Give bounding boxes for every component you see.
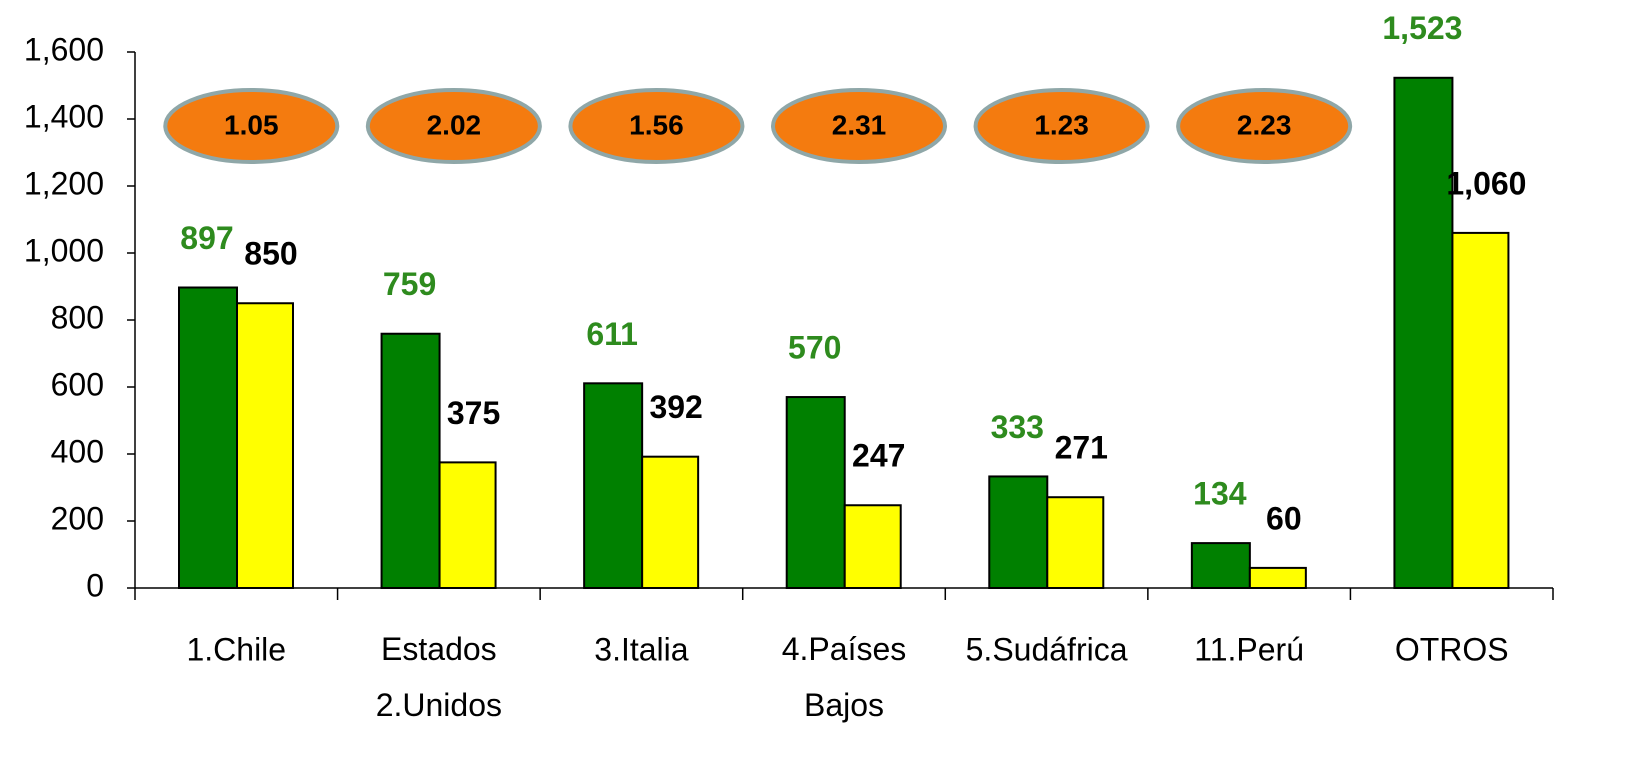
bar	[988, 475, 1049, 590]
bar	[236, 302, 294, 589]
value-label: 134	[1193, 476, 1247, 512]
bar	[843, 504, 902, 590]
value-label: 333	[991, 409, 1044, 445]
bar	[438, 461, 497, 589]
x-tick-label: Estados 2.Unidos	[376, 631, 502, 723]
value-label: 897	[180, 220, 233, 256]
y-tick-label: 1,400	[24, 98, 104, 134]
y-tick-label: 1,000	[24, 232, 104, 268]
bar	[1046, 496, 1105, 589]
y-tick-label: 200	[51, 500, 104, 536]
bar	[1248, 566, 1307, 590]
ratio-label: 2.23	[1237, 109, 1292, 140]
bar	[380, 332, 441, 589]
y-tick-label: 600	[51, 366, 104, 402]
value-label: 611	[586, 316, 638, 352]
bar	[178, 286, 238, 589]
x-tick-label: 3.Italia	[594, 631, 688, 667]
bar	[641, 455, 700, 589]
value-label: 1,060	[1446, 165, 1526, 201]
x-tick-label: 1.Chile	[186, 631, 286, 667]
x-tick-label: 4.Países Bajos	[782, 631, 907, 723]
ratio-badge	[771, 88, 947, 164]
ratio-badge	[973, 88, 1150, 164]
x-tick-label: 5.Sudáfrica	[966, 631, 1128, 667]
value-label: 375	[447, 395, 500, 431]
ratio-label: 2.02	[427, 109, 482, 140]
value-label: 392	[649, 389, 702, 425]
y-tick-label: 0	[86, 567, 104, 603]
ratio-label: 1.23	[1034, 109, 1089, 140]
x-tick-label: OTROS	[1395, 631, 1509, 667]
ratio-badge	[568, 88, 745, 164]
x-tick-label: 11.Perú	[1194, 631, 1304, 667]
ratio-label: 1.05	[224, 109, 279, 140]
value-label: 271	[1055, 430, 1108, 466]
bar	[1393, 76, 1454, 589]
y-tick-label: 800	[51, 299, 104, 335]
bar	[785, 396, 846, 589]
value-label: 60	[1266, 500, 1302, 536]
ratio-badge	[163, 88, 340, 164]
y-tick-label: 400	[51, 433, 104, 469]
value-label: 570	[788, 330, 841, 366]
bar	[1451, 231, 1510, 589]
value-label: 1,523	[1382, 10, 1462, 46]
ratio-label: 1.56	[629, 109, 684, 140]
value-label: 850	[244, 236, 297, 272]
ratio-label: 2.31	[832, 109, 887, 140]
bar	[583, 382, 644, 589]
ratio-badge	[1176, 88, 1353, 164]
value-label: 759	[383, 266, 436, 302]
y-tick-label: 1,600	[24, 31, 104, 67]
bar	[1190, 542, 1251, 589]
value-label: 247	[852, 438, 905, 474]
ratio-badge	[365, 88, 542, 164]
y-tick-label: 1,200	[24, 165, 104, 201]
